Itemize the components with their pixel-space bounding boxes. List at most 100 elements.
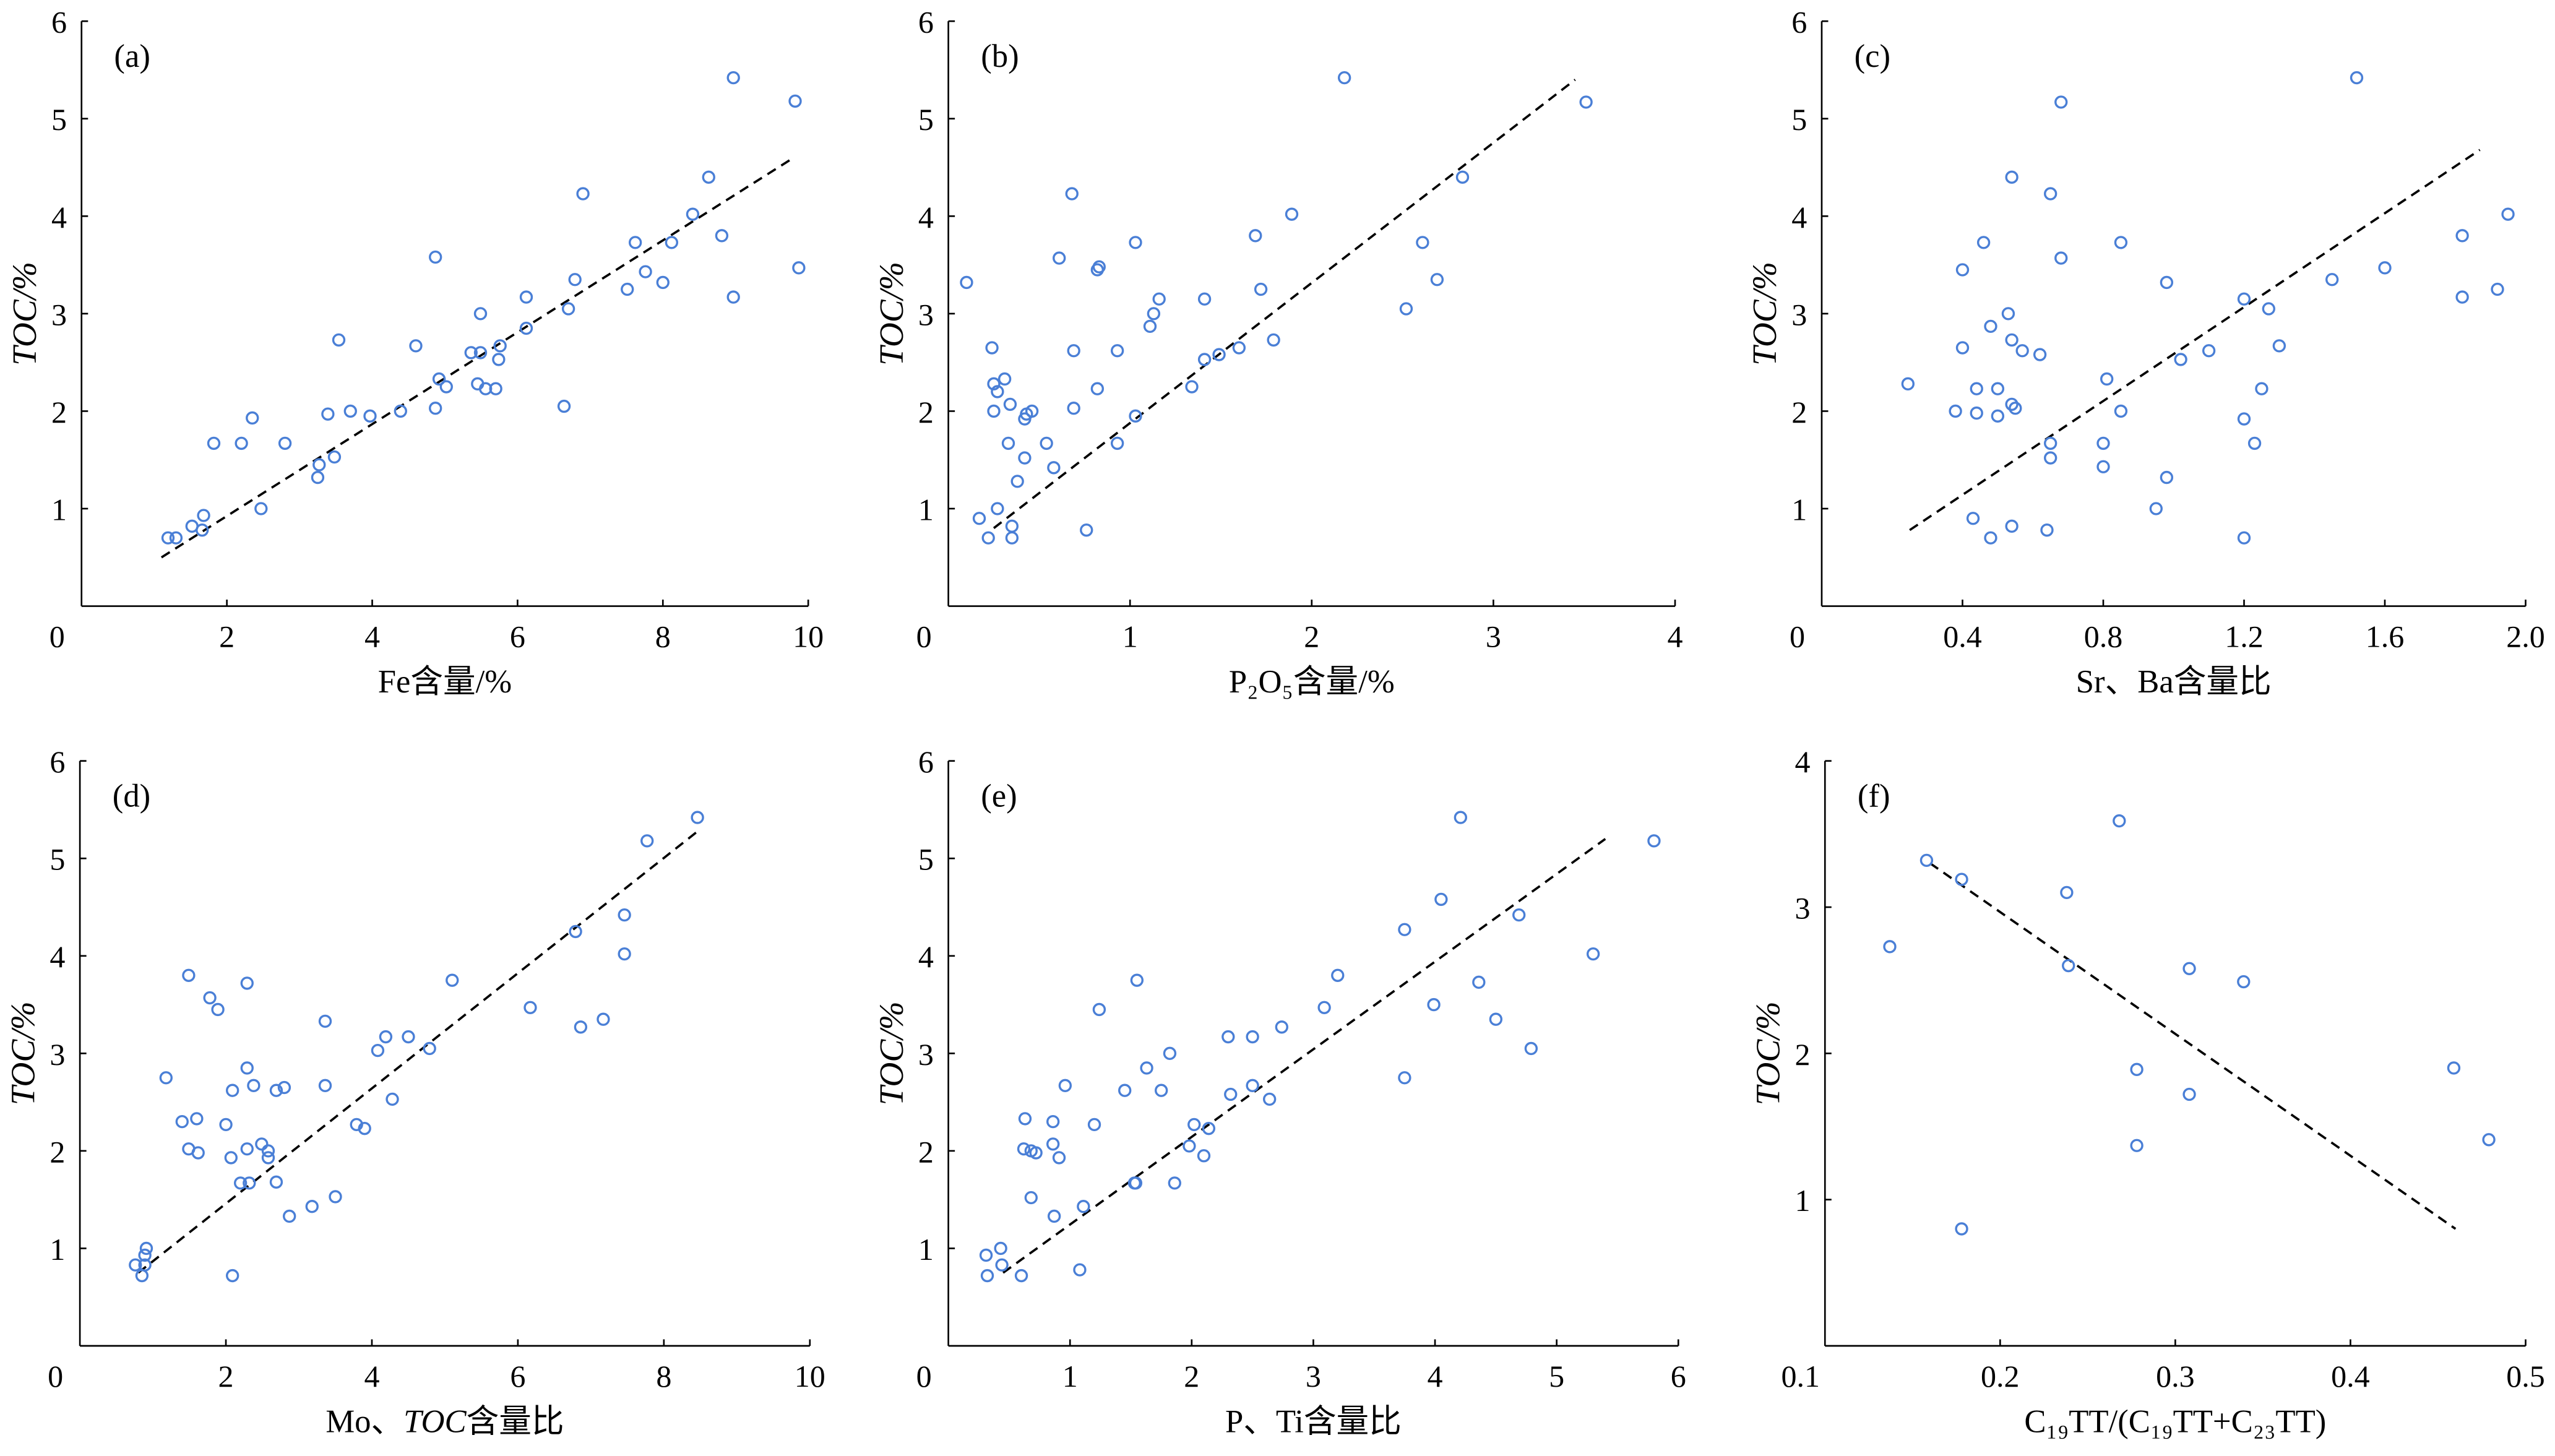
data-point	[1579, 95, 1593, 109]
data-point	[997, 372, 1012, 386]
x-tick-label: 6	[510, 1359, 525, 1394]
data-point	[1970, 406, 1983, 420]
data-point	[1052, 1151, 1066, 1165]
data-point	[2482, 1133, 2496, 1147]
data-point	[1197, 353, 1212, 366]
data-point	[2005, 333, 2019, 347]
data-point	[240, 1061, 254, 1075]
data-point	[1246, 1079, 1259, 1093]
data-point	[561, 302, 575, 316]
y-tick-label: 6	[50, 744, 65, 779]
data-point	[2054, 95, 2068, 109]
data-point	[190, 1112, 204, 1126]
data-point	[1092, 1002, 1106, 1017]
y-tick-label: 5	[51, 102, 67, 137]
data-point	[432, 372, 446, 386]
y-axis-label: TOC/%	[1749, 1001, 1787, 1105]
data-point	[792, 261, 806, 275]
data-point	[640, 834, 654, 848]
x-tick-label: 0	[916, 1359, 932, 1394]
data-point	[2040, 523, 2054, 537]
x-axis-label: Sr、Ba含量比	[2076, 664, 2272, 700]
x-tick-label: 4	[364, 619, 380, 653]
y-tick-label: 4	[918, 200, 934, 235]
data-point	[1040, 436, 1053, 450]
data-point	[1001, 436, 1015, 450]
data-point	[665, 236, 679, 249]
y-tick-label: 1	[918, 1232, 934, 1267]
data-point	[1249, 229, 1262, 243]
data-point	[726, 71, 740, 85]
data-point	[628, 236, 642, 249]
y-tick-label: 1	[50, 1232, 65, 1267]
data-point	[1919, 853, 1934, 868]
data-point	[1212, 348, 1226, 361]
data-point	[1262, 1092, 1277, 1106]
x-tick-label: 1.2	[2225, 619, 2264, 653]
data-point	[2174, 353, 2187, 366]
y-tick-label: 3	[1791, 297, 1807, 332]
data-point	[981, 531, 995, 545]
data-point	[1984, 531, 1997, 545]
x-tick-label: 4	[1428, 1359, 1443, 1394]
y-axis-label: TOC/%	[1746, 262, 1783, 366]
data-point	[726, 290, 740, 304]
data-point	[283, 1209, 296, 1223]
x-tick-label: 6	[510, 619, 525, 653]
y-tick-label: 1	[918, 492, 934, 527]
data-point	[788, 94, 802, 108]
y-tick-label: 2	[1795, 1037, 1811, 1072]
x-tick-label: 3	[1306, 1359, 1321, 1394]
y-tick-label: 5	[50, 842, 65, 877]
data-point	[2350, 71, 2364, 85]
data-point	[618, 947, 631, 961]
x-axis-label: Fe含量/%	[378, 664, 512, 700]
data-point	[138, 1258, 152, 1272]
data-point	[1955, 341, 1970, 355]
panel-label: (b)	[981, 38, 1019, 74]
y-tick-label: 4	[918, 939, 934, 974]
data-point	[394, 404, 407, 418]
data-point	[2182, 962, 2196, 975]
y-tick-label: 2	[51, 395, 67, 429]
data-point	[2237, 412, 2251, 426]
data-point	[1067, 402, 1080, 415]
data-point	[1092, 260, 1106, 274]
data-point	[2005, 519, 2019, 533]
data-point	[1416, 236, 1429, 249]
data-point	[2130, 1062, 2144, 1077]
y-tick-label: 4	[1795, 744, 1811, 779]
data-point	[2255, 382, 2268, 395]
data-point	[247, 1079, 261, 1093]
y-axis-label: TOC/%	[872, 1001, 910, 1105]
data-point	[2009, 402, 2022, 415]
data-point	[1185, 380, 1199, 394]
x-axis-label: Mo、TOC含量比	[325, 1404, 564, 1440]
y-tick-label: 4	[51, 200, 67, 235]
data-point	[1046, 1137, 1060, 1151]
data-point	[1014, 1269, 1028, 1283]
data-point	[379, 1030, 393, 1044]
data-point	[2060, 885, 2074, 900]
x-tick-label: 0	[1790, 619, 1805, 653]
data-point	[196, 523, 209, 537]
y-tick-label: 6	[1791, 5, 1807, 40]
x-tick-label: 2.0	[2506, 619, 2545, 653]
x-tick-label: 0	[916, 619, 932, 653]
data-point	[1110, 344, 1124, 358]
data-point	[2491, 282, 2504, 296]
data-point	[1317, 1001, 1331, 1014]
data-point	[135, 1269, 149, 1283]
data-point	[2100, 372, 2114, 386]
panel-b: 0 1 2 3 4 1 2 3 4 5 6 (b) P₂O₅含量/% TOC/%	[872, 5, 1683, 700]
data-point	[332, 333, 346, 347]
data-point	[1955, 872, 1968, 886]
data-point	[2005, 397, 2019, 411]
data-point	[312, 458, 326, 472]
data-point	[960, 275, 973, 290]
data-point	[2447, 1061, 2461, 1075]
data-point	[277, 1080, 291, 1095]
data-point	[1087, 1118, 1101, 1132]
panel-f: 0.1 0.2 0.3 0.4 0.5 1 2 3 4 (f) C₁₉TT/(C₁₉TT+C₂₃TT…	[1749, 744, 2545, 1439]
data-point	[2262, 302, 2275, 316]
